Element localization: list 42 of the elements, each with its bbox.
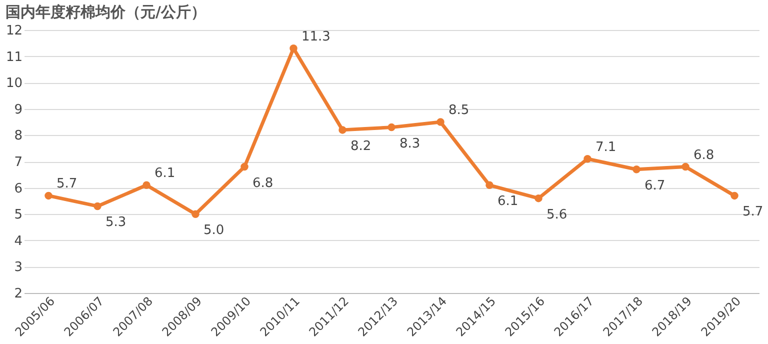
point xyxy=(388,123,396,132)
y-tick-label: 11 xyxy=(6,50,22,65)
text: 7.1 xyxy=(596,140,616,155)
y-tick-label: 7 xyxy=(14,155,22,170)
text: 6.1 xyxy=(154,166,176,182)
point xyxy=(730,192,738,200)
point xyxy=(338,126,346,134)
text: 5.3 xyxy=(106,215,126,230)
text: 5.6 xyxy=(546,207,568,222)
point xyxy=(290,44,298,52)
text: 8.5 xyxy=(448,103,470,118)
text: 5.7 xyxy=(56,176,78,192)
y-tick-label: 4 xyxy=(14,234,22,249)
y-tick-label: 3 xyxy=(14,260,22,276)
text: 6.1 xyxy=(498,194,518,210)
y-tick-label: 12 xyxy=(6,24,22,38)
text: 11.3 xyxy=(302,29,330,44)
y-tick-label: 2 xyxy=(14,286,22,302)
text: 6.8 xyxy=(694,148,714,163)
text: 5.7 xyxy=(742,204,764,220)
text: 6.7 xyxy=(644,178,666,194)
chart-title: 国内年度籽棉均价（元/公斤） xyxy=(5,3,206,21)
point xyxy=(240,162,248,171)
y-tick-label: 6 xyxy=(14,181,22,196)
text: 5.0 xyxy=(204,223,224,238)
text: 8.3 xyxy=(400,136,420,152)
y-tick-label: 5 xyxy=(14,208,22,223)
y-tick-label: 10 xyxy=(6,76,22,92)
point xyxy=(632,166,640,174)
point xyxy=(584,155,592,163)
point xyxy=(142,181,150,190)
point xyxy=(534,194,542,202)
point xyxy=(94,202,102,210)
text: 6.8 xyxy=(252,176,274,191)
point xyxy=(436,118,444,126)
point xyxy=(192,210,200,218)
point xyxy=(44,192,52,200)
y-tick-label: 9 xyxy=(14,102,22,118)
y-tick-label: 8 xyxy=(14,128,22,144)
point xyxy=(486,181,494,190)
text: 8.2 xyxy=(350,138,372,154)
point xyxy=(682,162,690,171)
